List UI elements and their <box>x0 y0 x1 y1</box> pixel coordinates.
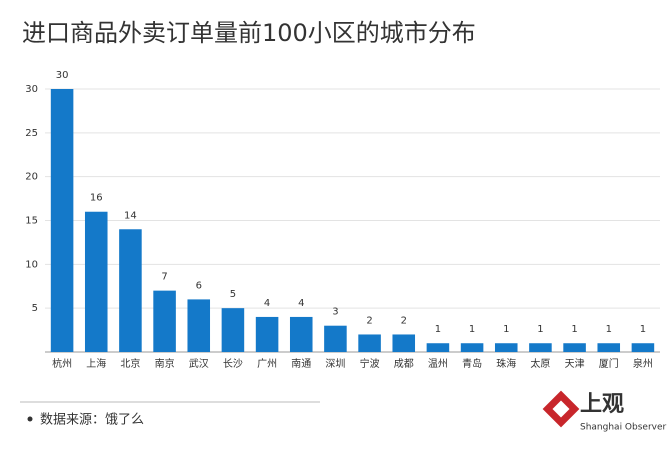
y-tick-label: 20 <box>25 172 38 183</box>
bar <box>153 290 176 352</box>
value-label: 2 <box>366 315 372 326</box>
y-tick-label: 5 <box>32 303 38 314</box>
bar <box>119 229 142 352</box>
bar <box>324 325 347 352</box>
value-label: 2 <box>401 315 407 326</box>
bar <box>187 299 211 352</box>
bar <box>631 343 655 352</box>
y-tick-label: 25 <box>25 128 38 139</box>
bar <box>494 343 518 352</box>
value-label: 4 <box>264 298 270 309</box>
x-tick-label: 成都 <box>394 358 414 370</box>
value-label: 1 <box>435 324 441 335</box>
x-tick-label: 杭州 <box>52 357 72 370</box>
bar <box>563 343 586 352</box>
bar <box>426 343 450 352</box>
value-label: 30 <box>56 70 69 81</box>
logo-mark-inner <box>552 400 570 418</box>
y-tick-label: 10 <box>25 259 38 270</box>
chart-title: 进口商品外卖订单量前100小区的城市分布 <box>22 19 476 47</box>
x-tick-label: 上海 <box>86 357 106 370</box>
x-tick-label: 广州 <box>257 358 277 370</box>
logo-subtitle: Shanghai Observer <box>580 423 667 433</box>
value-label: 14 <box>124 210 137 221</box>
value-label: 6 <box>196 280 202 291</box>
bar <box>50 89 74 352</box>
x-tick-label: 天津 <box>565 358 585 370</box>
x-tick-label: 珠海 <box>496 357 516 370</box>
bar <box>460 343 484 352</box>
bar <box>84 211 108 352</box>
bullet <box>27 416 33 422</box>
x-tick-label: 武汉 <box>189 357 209 370</box>
value-label: 1 <box>606 324 612 335</box>
value-label: 1 <box>469 324 475 335</box>
y-tick-label: 30 <box>25 84 38 95</box>
y-tick-label: 15 <box>25 216 38 227</box>
value-label: 1 <box>503 324 509 335</box>
x-tick-label: 北京 <box>120 357 140 370</box>
bar <box>289 316 313 352</box>
logo-name: 上观 <box>580 392 624 417</box>
x-tick-label: 青岛 <box>462 357 482 370</box>
x-tick-label: 宁波 <box>360 357 380 370</box>
x-tick-label: 长沙 <box>223 358 243 370</box>
bar <box>392 334 416 352</box>
value-label: 3 <box>332 307 338 318</box>
bar <box>597 343 621 352</box>
value-label: 4 <box>298 298 304 309</box>
logo: 上观 Shanghai Observer <box>542 390 667 433</box>
bar <box>529 343 552 352</box>
value-label: 1 <box>537 324 543 335</box>
x-tick-label: 泉州 <box>633 357 653 370</box>
bar <box>221 308 245 352</box>
value-label: 1 <box>571 324 577 335</box>
source: 数据来源：饿了么 <box>40 413 144 428</box>
x-tick-label: 南京 <box>155 357 175 370</box>
x-tick-label: 温州 <box>428 358 448 370</box>
value-label: 1 <box>640 324 646 335</box>
x-tick-label: 南通 <box>291 357 311 370</box>
value-label: 5 <box>230 289 236 300</box>
x-tick-label: 深圳 <box>325 358 345 370</box>
value-label: 16 <box>90 193 103 204</box>
bar <box>358 334 381 352</box>
x-tick-label: 太原 <box>530 357 550 370</box>
bar <box>255 316 279 352</box>
x-tick-label: 厦门 <box>599 357 619 370</box>
value-label: 7 <box>161 272 167 283</box>
